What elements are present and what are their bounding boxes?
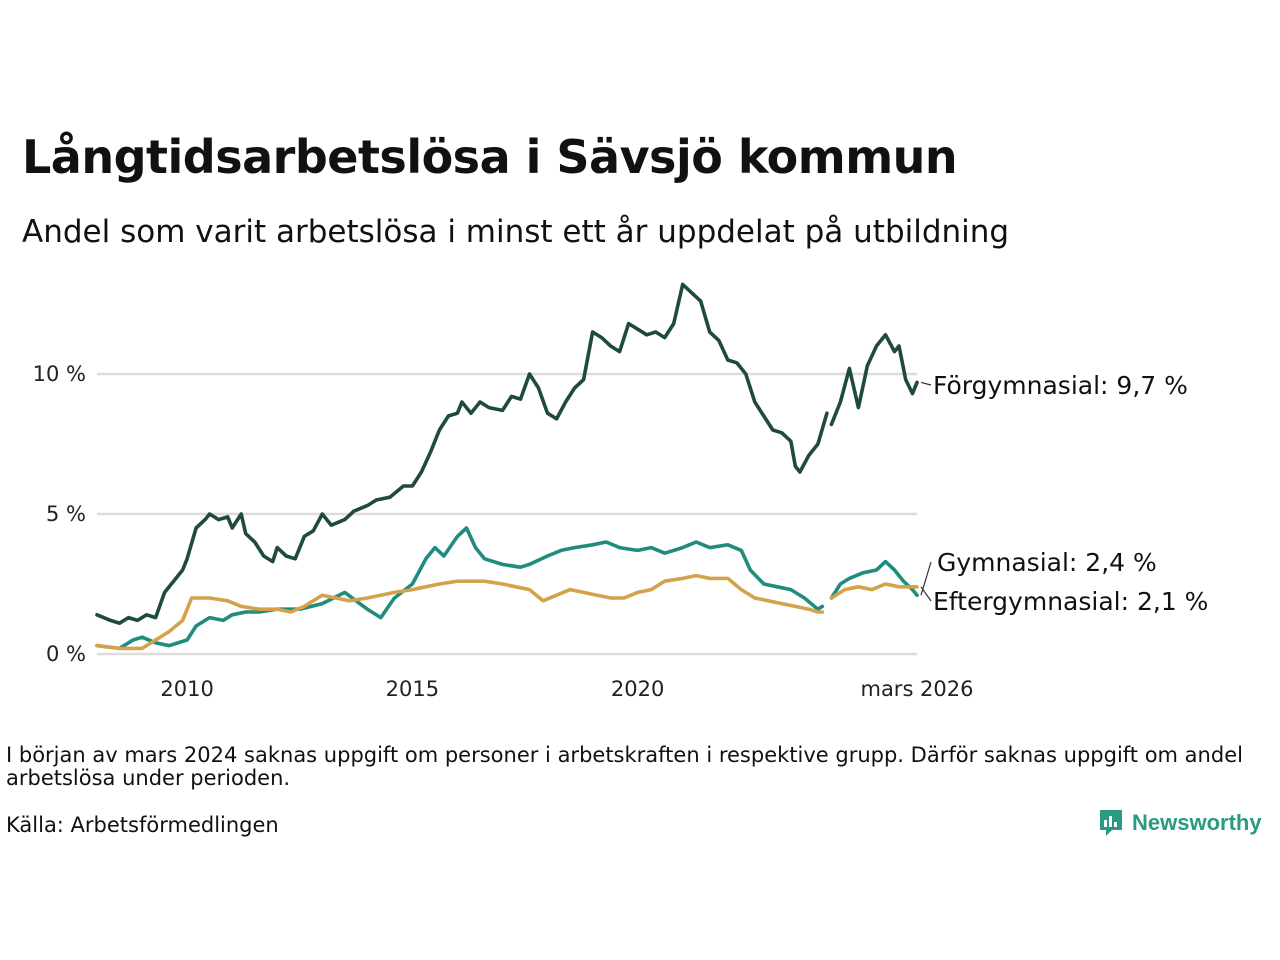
chart-title: Långtidsarbetslösa i Sävsjö kommun	[22, 130, 958, 184]
newsworthy-logo: Newsworthy	[1098, 808, 1262, 838]
gridlines	[97, 372, 917, 656]
x-tick-label: mars 2026	[860, 677, 973, 701]
x-tick-label: 2020	[611, 677, 664, 701]
x-tick-label: 2010	[160, 677, 213, 701]
chart-subtitle: Andel som varit arbetslösa i minst ett å…	[22, 214, 1010, 250]
series-labels: Förgymnasial: 9,7 % Gymnasial: 2,4 % Efter…	[920, 371, 1208, 616]
series-label-eftergymnasial: Eftergymnasial: 2,1 %	[933, 587, 1208, 616]
brand-name: Newsworthy	[1132, 810, 1262, 835]
y-tick-label: 10 %	[33, 362, 86, 386]
y-tick-label: 0 %	[46, 642, 86, 666]
newsworthy-logo-icon	[1100, 810, 1122, 836]
series-line-gymnasial-after-gap	[829, 559, 919, 600]
y-tick-label: 5 %	[46, 502, 86, 526]
series-line-gymnasial	[95, 526, 825, 651]
series-line-eftergymnasial	[95, 573, 825, 651]
series-lines	[95, 282, 919, 651]
footnote: I början av mars 2024 saknas uppgift om …	[6, 743, 1243, 790]
y-axis-labels: 0 % 5 % 10 %	[33, 362, 86, 666]
label-leader-gymnasial	[920, 561, 932, 596]
series-line-förgymnasial-after-gap	[829, 333, 919, 427]
series-label-gymnasial: Gymnasial: 2,4 %	[937, 548, 1157, 577]
label-leader-förgymnasial	[920, 381, 932, 386]
series-line-eftergymnasial-after-gap	[829, 582, 919, 600]
source-note: Källa: Arbetsförmedlingen	[6, 813, 279, 837]
series-label-förgymnasial: Förgymnasial: 9,7 %	[933, 371, 1188, 400]
x-axis-labels: 2010 2015 2020 mars 2026	[160, 677, 973, 701]
x-tick-label: 2015	[386, 677, 439, 701]
label-leader-eftergymnasial	[920, 586, 932, 602]
series-line-förgymnasial	[95, 282, 829, 625]
